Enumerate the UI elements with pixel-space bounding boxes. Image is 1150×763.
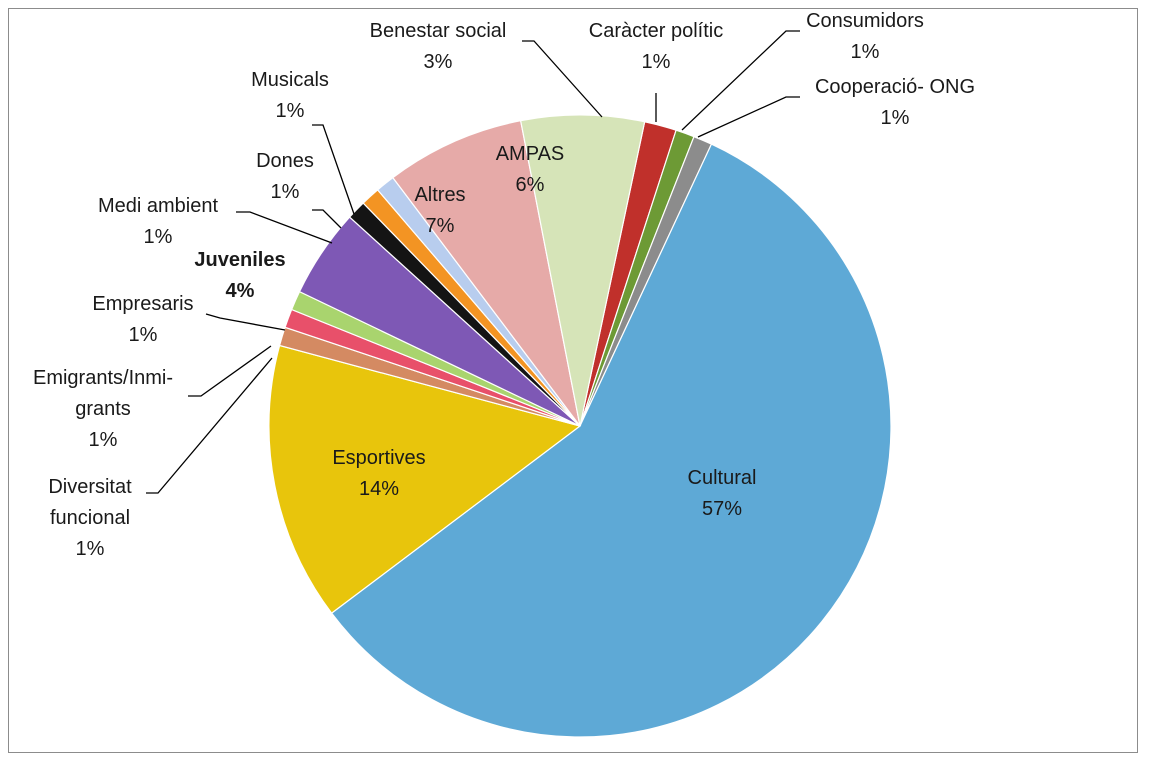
leader-line-diversitat-funcional	[146, 357, 273, 494]
slice-label-altres: Altres 7%	[414, 184, 465, 237]
leader-line-empresaris	[205, 313, 286, 331]
slice-label-esportives: Esportives 14%	[332, 447, 425, 500]
slice-label-cultural: Cultural 57%	[688, 467, 757, 520]
slice-label-dones: Dones 1%	[256, 150, 314, 203]
leader-line-benestar-social	[522, 40, 603, 118]
leader-line-dones	[312, 209, 342, 229]
slice-label-cooperaci-ong: Cooperació- ONG 1%	[815, 76, 975, 129]
slice-label-emigrants-inmi-grants: Emigrants/Inmi-grants 1%	[33, 367, 173, 451]
slice-label-car-cter-pol-tic: Caràcter polític 1%	[589, 20, 724, 73]
pie-slice-esportives	[268, 344, 582, 615]
pie-slice-ampas	[519, 114, 646, 427]
slice-label-medi-ambient: Medi ambient 1%	[98, 195, 219, 248]
slice-label-ampas: AMPAS 6%	[496, 143, 565, 196]
leader-line-musicals	[312, 124, 355, 215]
slice-label-musicals: Musicals 1%	[251, 69, 329, 122]
slice-label-empresaris: Empresaris 1%	[92, 293, 193, 346]
pie-slice-altres	[391, 120, 581, 427]
slice-label-benestar-social: Benestar social 3%	[370, 20, 507, 73]
slice-label-consumidors: Consumidors 1%	[806, 10, 924, 63]
slice-label-diversitat-funcional: Diversitat funcional 1%	[48, 476, 132, 560]
leader-line-cooperaci-ong	[697, 96, 800, 138]
pie-slice-cultural	[330, 143, 892, 738]
leader-line-emigrants-inmi-grants	[188, 345, 272, 397]
leader-line-consumidors	[681, 30, 800, 131]
slice-label-juveniles: Juveniles 4%	[194, 249, 285, 302]
leader-line-medi-ambient	[236, 211, 333, 244]
